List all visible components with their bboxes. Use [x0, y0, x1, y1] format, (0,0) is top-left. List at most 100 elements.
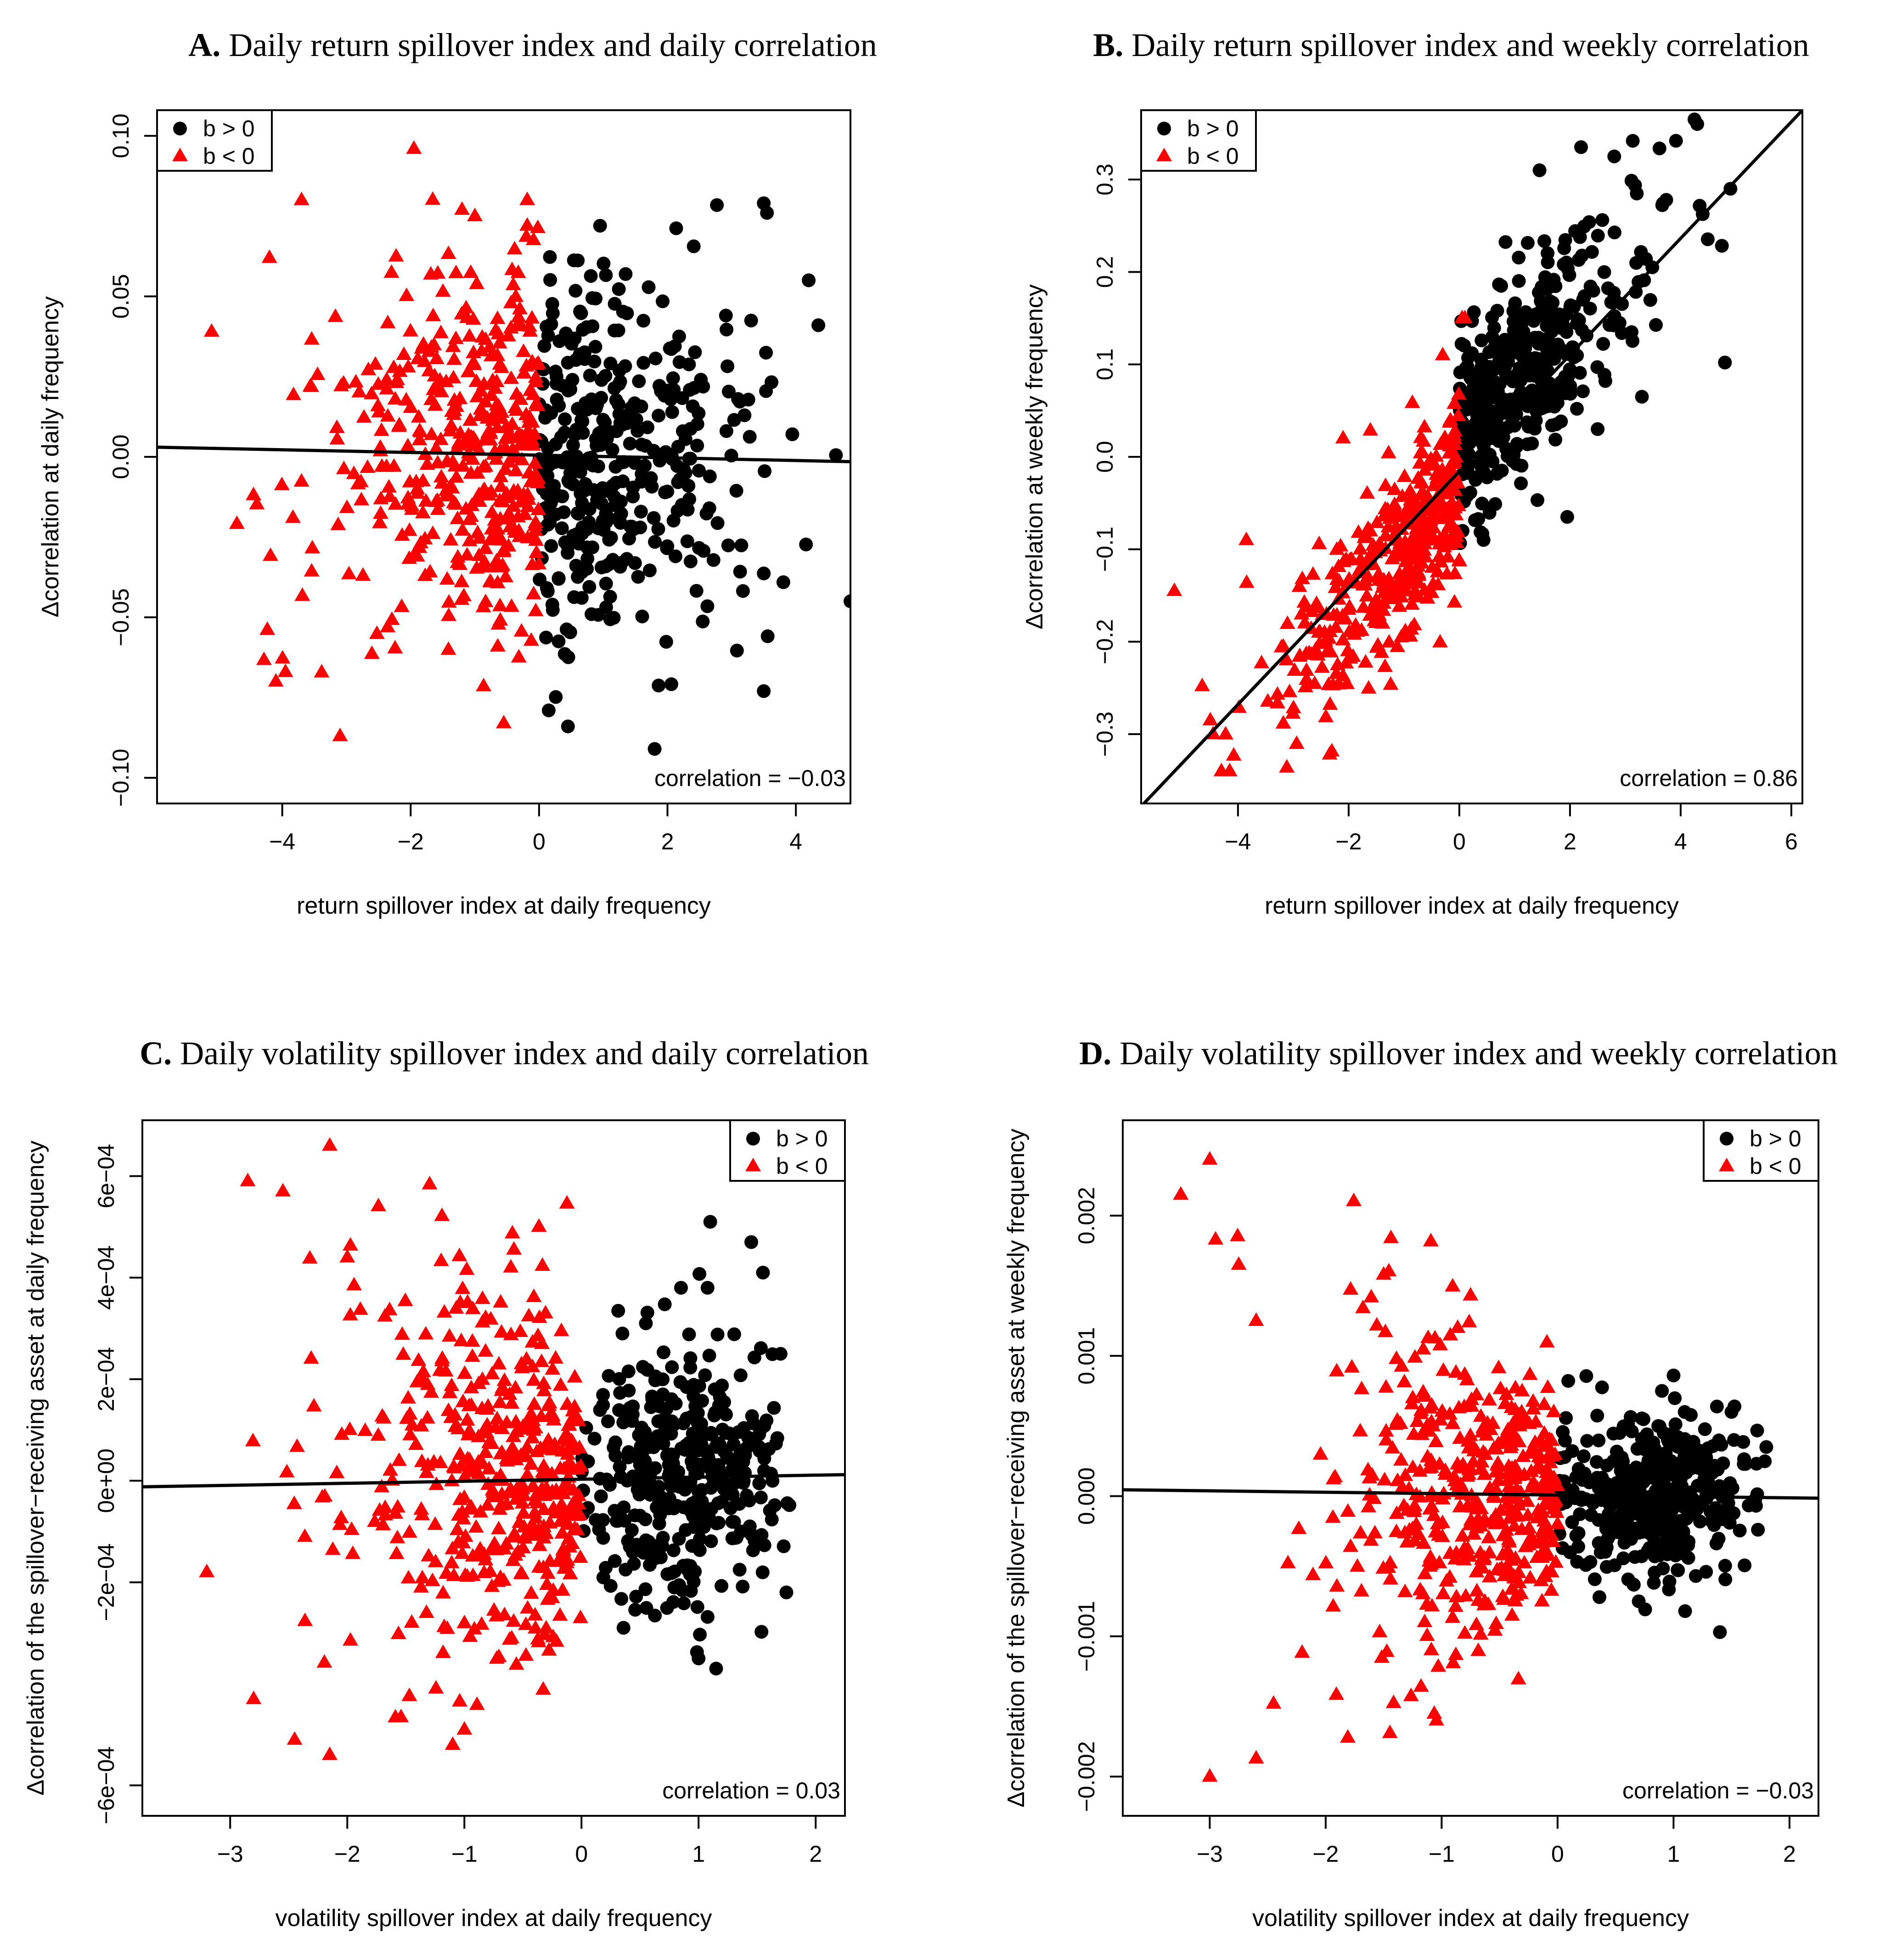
panel-a-point-b-neg [396, 346, 412, 360]
panel-d-point-b-pos [1672, 1471, 1686, 1485]
panel-c-point-b-pos [682, 1327, 696, 1342]
panel-c-point-b-neg [512, 1323, 528, 1337]
panel-d-point-b-neg [1537, 1542, 1553, 1556]
panel-a-point-b-neg [454, 306, 470, 320]
panel-a-point-b-neg [471, 547, 487, 561]
panel-b-point-b-neg [1419, 590, 1435, 604]
panel-a-point-b-pos [689, 584, 704, 598]
panel-c-point-b-neg [433, 1252, 449, 1266]
panel-c-point-b-neg [457, 1468, 473, 1482]
panel-a-point-b-neg [469, 275, 485, 289]
panel-a-point-b-pos [546, 603, 560, 617]
panel-a-point-b-neg [383, 264, 400, 278]
panel-b-point-b-neg [1375, 602, 1391, 616]
panel-a-point-b-pos [702, 501, 716, 515]
panel-a-point-b-pos [700, 599, 715, 613]
panel-a-point-b-neg [414, 340, 430, 354]
panel-b-point-b-neg [1360, 520, 1376, 534]
panel-d-x-tick-label: 1 [1667, 1841, 1680, 1867]
panel-a-point-b-neg [478, 458, 494, 472]
panel-c-point-b-pos [672, 1532, 686, 1546]
panel-b-point-b-neg [1383, 676, 1399, 690]
panel-a-point-b-pos [703, 469, 717, 483]
panel-d-point-b-neg [1397, 1584, 1413, 1597]
panel-d-point-b-neg [1508, 1380, 1524, 1393]
panel-c-point-b-neg [314, 1489, 330, 1503]
panel-a-point-b-neg [329, 419, 345, 433]
panel-c-point-b-pos [620, 1473, 634, 1488]
panel-c-point-b-neg [534, 1353, 550, 1367]
panel-b-title-text: Daily return spillover index and weekly … [1131, 27, 1809, 63]
panel-b-fit-line [1143, 110, 1802, 803]
panel-d-point-b-neg [1476, 1597, 1492, 1611]
panel-b-y-tick-label: −0.2 [1092, 619, 1118, 664]
panel-d-point-b-neg [1447, 1598, 1463, 1612]
panel-c-point-b-neg [484, 1365, 500, 1380]
panel-c-point-b-neg [498, 1536, 514, 1550]
panel-c-point-b-pos [726, 1437, 741, 1451]
panel-d-point-b-pos [1718, 1559, 1732, 1573]
panel-c-point-b-pos [632, 1428, 646, 1442]
panel-c-point-b-neg [463, 1380, 479, 1393]
panel-d-point-b-pos [1725, 1481, 1739, 1495]
panel-d-point-b-pos [1724, 1405, 1739, 1419]
panel-a-point-b-pos [619, 267, 633, 281]
panel-c-point-b-neg [339, 1249, 355, 1263]
panel-a-point-b-pos [636, 356, 651, 370]
panel-a-point-b-neg [448, 331, 464, 344]
panel-b-point-b-pos [1475, 496, 1489, 511]
panel-a-point-b-neg [261, 249, 277, 263]
panel-a-point-b-pos [727, 413, 741, 427]
panel-d-point-b-neg [1416, 1535, 1432, 1549]
panel-a-point-b-neg [367, 356, 383, 370]
panel-c-point-b-neg [504, 1440, 520, 1454]
panel-d-letter: D. [1079, 1035, 1120, 1072]
panel-c-point-b-pos [678, 1483, 692, 1497]
panel-a-x-tick-label: −2 [398, 829, 424, 854]
panel-c-point-b-pos [752, 1476, 766, 1490]
panel-a-point-b-pos [720, 359, 735, 373]
panel-a-point-b-neg [518, 228, 535, 242]
panel-d-point-b-neg [1402, 1522, 1418, 1536]
panel-b-point-b-pos [1561, 369, 1576, 383]
panel-d-point-b-pos [1705, 1466, 1719, 1480]
panel-b-point-b-pos [1477, 454, 1492, 468]
panel-a-point-b-pos [557, 426, 572, 440]
panel-b-point-b-pos [1576, 384, 1590, 399]
panel-a-point-b-neg [411, 539, 428, 553]
panel-b-point-b-neg [1404, 394, 1420, 408]
panel-b-point-b-pos [1541, 246, 1555, 260]
panel-a-point-b-pos [647, 511, 661, 525]
panel-a-point-b-pos [596, 413, 610, 427]
panel-c-point-b-neg [529, 1443, 545, 1457]
panel-a-point-b-pos [603, 590, 617, 604]
panel-a-point-b-neg [379, 371, 394, 385]
panel-d-point-b-pos [1623, 1525, 1637, 1539]
panel-c-point-b-neg [343, 1237, 359, 1251]
panel-d-point-b-pos [1627, 1578, 1641, 1592]
panel-a-point-b-neg [394, 598, 410, 612]
panel-b-point-b-neg [1359, 588, 1375, 602]
panel-d-point-b-neg [1394, 1479, 1410, 1493]
panel-a-point-b-pos [664, 677, 678, 691]
panel-a-point-b-neg [522, 382, 538, 396]
panel-a-point-b-neg [488, 322, 504, 336]
panel-c: C. Daily volatility spillover index and … [23, 1035, 869, 1932]
panel-c-letter: C. [140, 1035, 180, 1072]
panel-d-point-b-neg [1430, 1658, 1446, 1672]
panel-b-point-b-pos [1551, 384, 1565, 398]
panel-a-point-b-neg [500, 489, 516, 503]
panel-c-point-b-neg [572, 1549, 588, 1563]
panel-b-point-b-neg [1270, 695, 1285, 708]
panel-a-point-b-neg [465, 430, 481, 444]
panel-a-point-b-neg [448, 469, 464, 483]
panel-a-point-b-pos [597, 257, 611, 270]
panel-a-point-b-neg [520, 529, 536, 544]
panel-d-point-b-pos [1656, 1561, 1670, 1576]
panel-b-point-b-pos [1583, 302, 1597, 316]
panel-c-point-b-pos [719, 1407, 733, 1421]
panel-d-x-tick-label: −1 [1429, 1841, 1455, 1867]
panel-c-point-b-pos [608, 1435, 623, 1449]
panel-a-point-b-neg [478, 594, 494, 607]
